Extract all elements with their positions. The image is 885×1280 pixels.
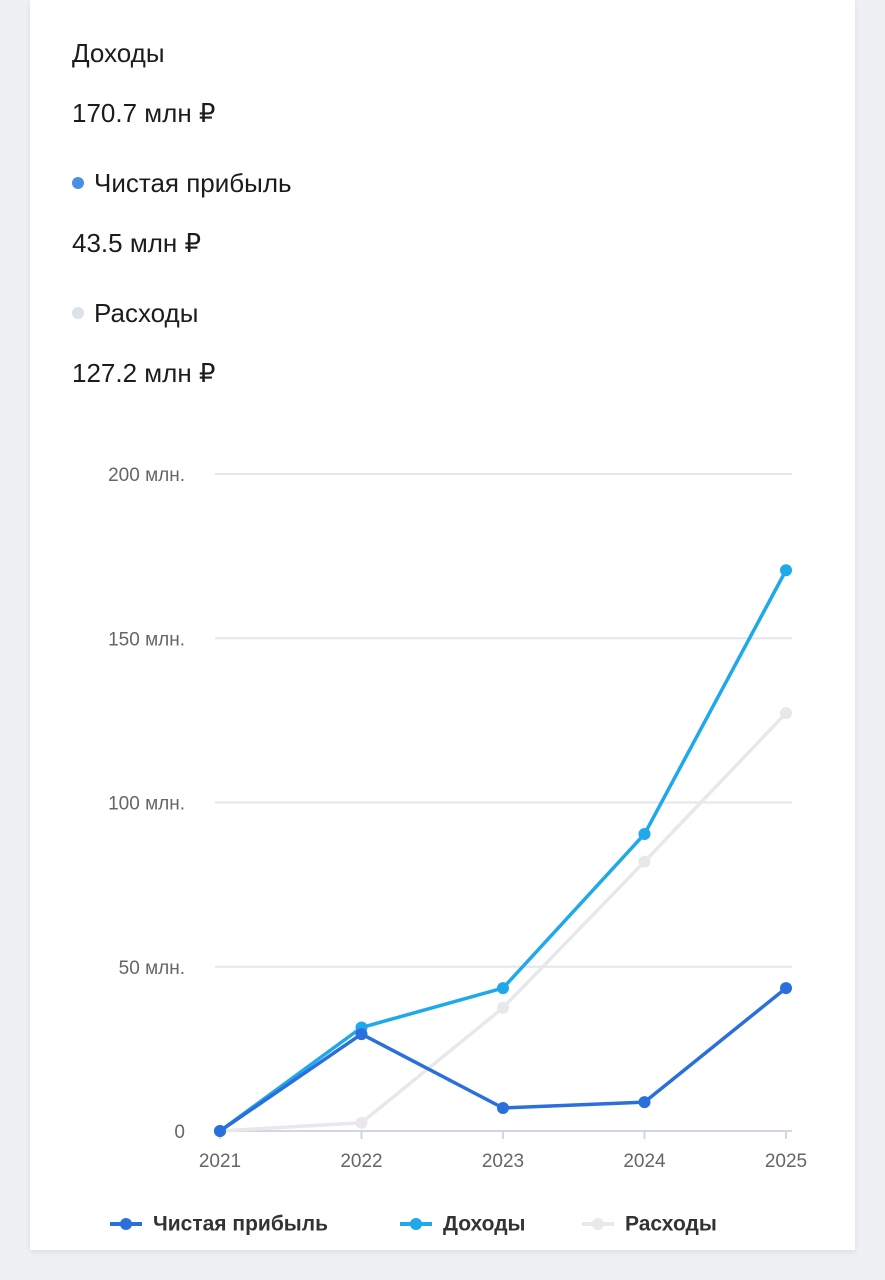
legend-label: Чистая прибыль <box>153 1213 328 1236</box>
point <box>497 982 509 995</box>
point <box>638 855 651 868</box>
summary-label: Доходы <box>72 38 165 68</box>
x-tick-label: 2025 <box>765 1151 807 1172</box>
x-tick-label: 2023 <box>482 1151 524 1172</box>
summary-dot <box>72 307 84 320</box>
y-tick-label: 150 млн. <box>108 629 185 650</box>
series-line <box>218 569 788 1133</box>
summary-label-row: Доходы <box>72 38 165 69</box>
y-tick-label: 0 <box>174 1122 185 1143</box>
x-tick-label: 2021 <box>199 1151 241 1172</box>
point <box>780 982 792 995</box>
summary-label: Расходы <box>94 298 199 328</box>
point <box>497 1102 509 1115</box>
point <box>780 564 792 577</box>
point <box>780 707 792 720</box>
summary-label: Чистая прибыль <box>94 168 292 198</box>
legend-dot <box>592 1218 604 1230</box>
y-tick-label: 100 млн. <box>108 794 185 815</box>
point <box>355 1116 368 1129</box>
point <box>638 828 651 841</box>
summary-value: 127.2 млн ₽ <box>72 358 216 388</box>
x-tick-label: 2024 <box>623 1151 666 1172</box>
legend-label: Расходы <box>625 1213 717 1236</box>
summary-label-row: Чистая прибыль <box>72 168 292 199</box>
point <box>638 1096 651 1109</box>
legend-dot <box>120 1218 132 1230</box>
point <box>214 1125 226 1137</box>
point <box>497 1001 509 1014</box>
summary-value: 170.7 млн ₽ <box>72 98 216 128</box>
y-tick-label: 50 млн. <box>119 958 185 979</box>
x-tick-label: 2022 <box>340 1151 382 1172</box>
card: Доходы 170.7 млн ₽ Чистая прибыль 43.5 млн … <box>30 0 855 1250</box>
summary-value: 43.5 млн ₽ <box>72 228 201 258</box>
y-tick-label: 200 млн. <box>108 465 185 486</box>
summary-dot <box>72 177 84 190</box>
legend-dot <box>410 1218 422 1230</box>
summary-label-row: Расходы <box>72 298 198 329</box>
point <box>355 1028 368 1041</box>
legend-label: Доходы <box>443 1213 526 1236</box>
